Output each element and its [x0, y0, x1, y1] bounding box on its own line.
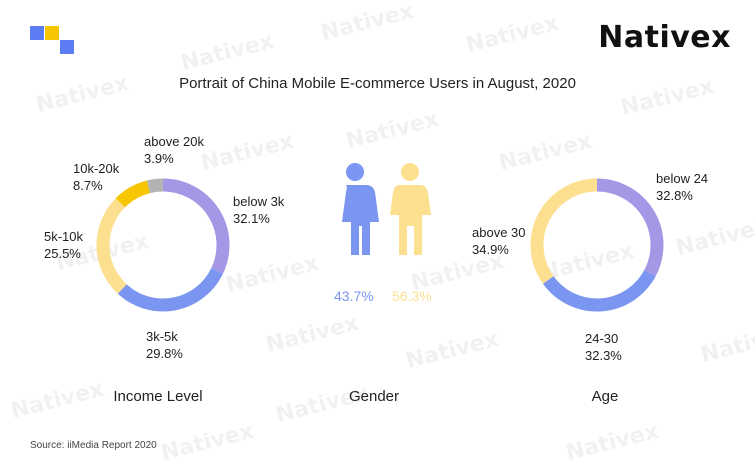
logo-squares	[30, 26, 76, 56]
donut-slice-3k-5k	[117, 267, 223, 312]
donut-slice-24-30	[542, 269, 656, 312]
gender-figures	[342, 163, 431, 255]
slice-label-above-30: above 30 34.9%	[472, 225, 526, 257]
donut-slice-below-3k	[162, 178, 230, 274]
brand-logo: Nativex	[598, 20, 731, 55]
female-figure-icon	[390, 163, 431, 255]
male-figure-icon	[342, 163, 379, 255]
slice-label-10k-20k: 10k-20k 8.7%	[73, 161, 120, 193]
donut-slice-above-20k	[146, 178, 164, 194]
chart-title: Portrait of China Mobile E-commerce User…	[179, 75, 576, 92]
slice-label-3k-5k: 3k-5k 29.8%	[146, 329, 183, 361]
age-donut	[530, 178, 664, 312]
male-percent-label: 43.7%	[334, 288, 374, 304]
income-caption: Income Level	[113, 388, 203, 405]
slice-label-above-20k: above 20k 3.9%	[144, 134, 204, 166]
slice-label-below-3k: below 3k 32.1%	[233, 194, 285, 226]
donut-slice-5k-10k	[96, 198, 127, 294]
female-percent-label: 56.3%	[392, 288, 432, 304]
donut-slice-above-30	[530, 178, 598, 284]
source-note: Source: iiMedia Report 2020	[30, 440, 157, 451]
slice-label-5k-10k: 5k-10k 25.5%	[44, 229, 84, 261]
donut-slice-below-24	[596, 178, 664, 277]
income-donut	[96, 178, 230, 312]
gender-caption: Gender	[348, 388, 400, 405]
age-caption: Age	[591, 388, 619, 405]
slice-label-24-30: 24-30 32.3%	[585, 331, 622, 363]
slice-label-below-24: below 24 32.8%	[656, 171, 709, 203]
donut-slice-10k-20k	[115, 180, 151, 208]
